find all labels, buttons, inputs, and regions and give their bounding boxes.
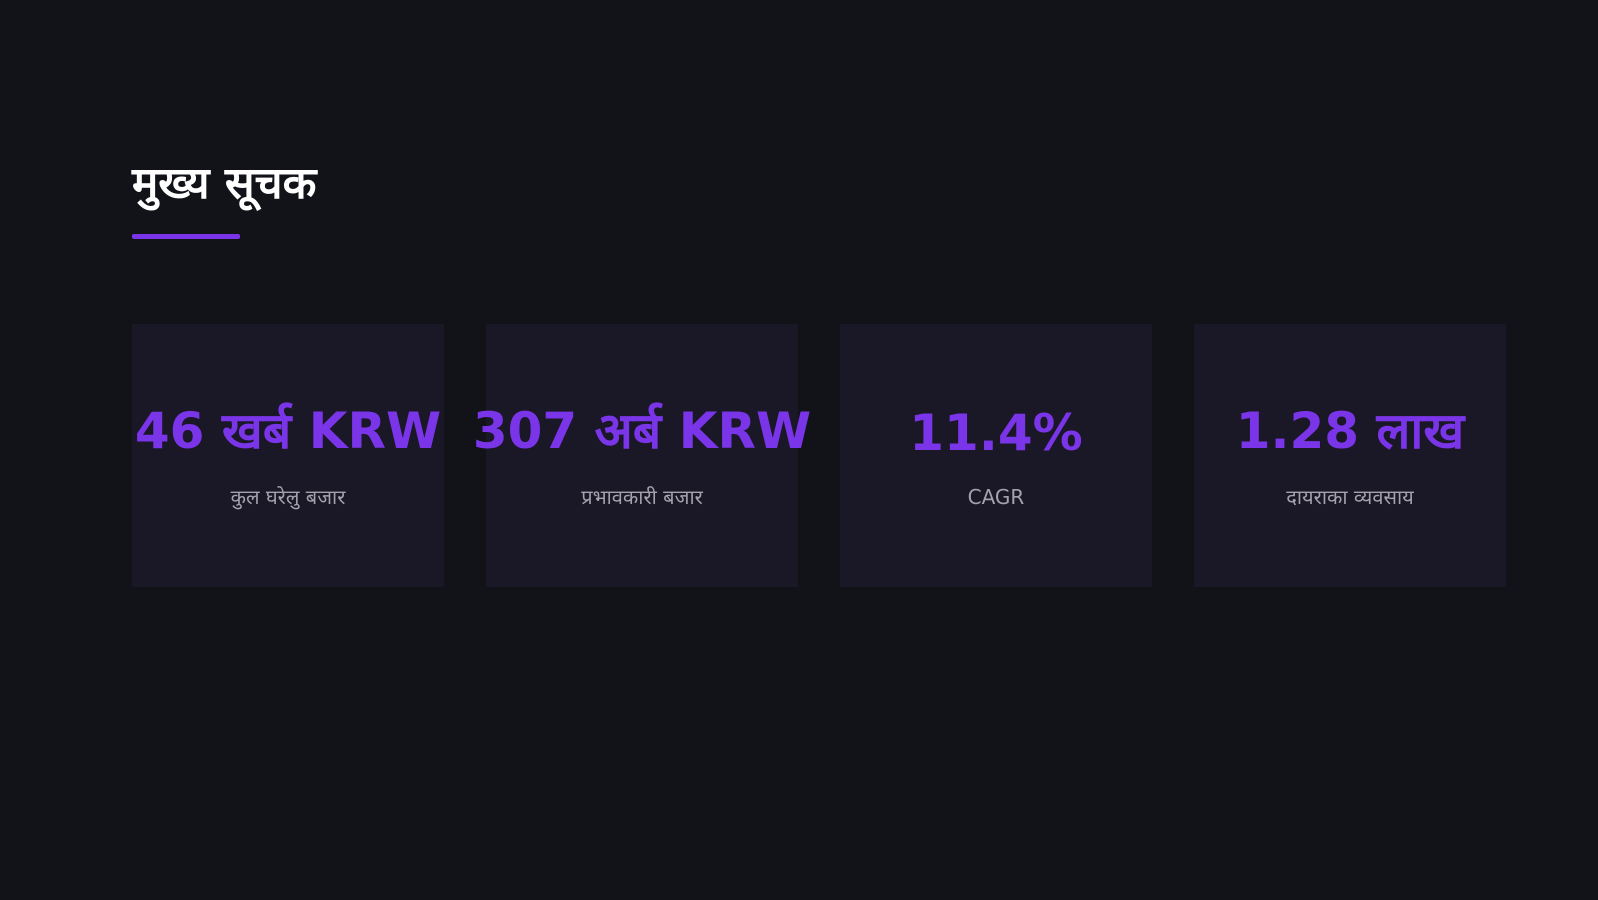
kpi-value: 11.4% [909, 403, 1083, 462]
kpi-label: कुल घरेलु बजार [230, 485, 346, 509]
kpi-value: 1.28 लाख [1235, 402, 1465, 460]
title-underline [132, 234, 240, 239]
card-row: 46 खर्ब KRW कुल घरेलु बजार 307 अर्ब KRW प्र… [132, 324, 1506, 587]
kpi-value: 46 खर्ब KRW [134, 402, 442, 460]
kpi-label: दायराका व्यवसाय [1286, 485, 1414, 509]
kpi-card: 46 खर्ब KRW कुल घरेलु बजार [132, 324, 444, 587]
kpi-card: 11.4% CAGR [840, 324, 1152, 587]
kpi-card: 307 अर्ब KRW प्रभावकारी बजार [473, 324, 811, 587]
kpi-card: 1.28 लाख दायराका व्यवसाय [1194, 324, 1506, 587]
kpi-label: CAGR [967, 484, 1025, 509]
kpi-value: 307 अर्ब KRW [472, 402, 812, 460]
kpi-label: प्रभावकारी बजार [581, 485, 703, 509]
title: मुख्य सूचक [132, 158, 317, 209]
